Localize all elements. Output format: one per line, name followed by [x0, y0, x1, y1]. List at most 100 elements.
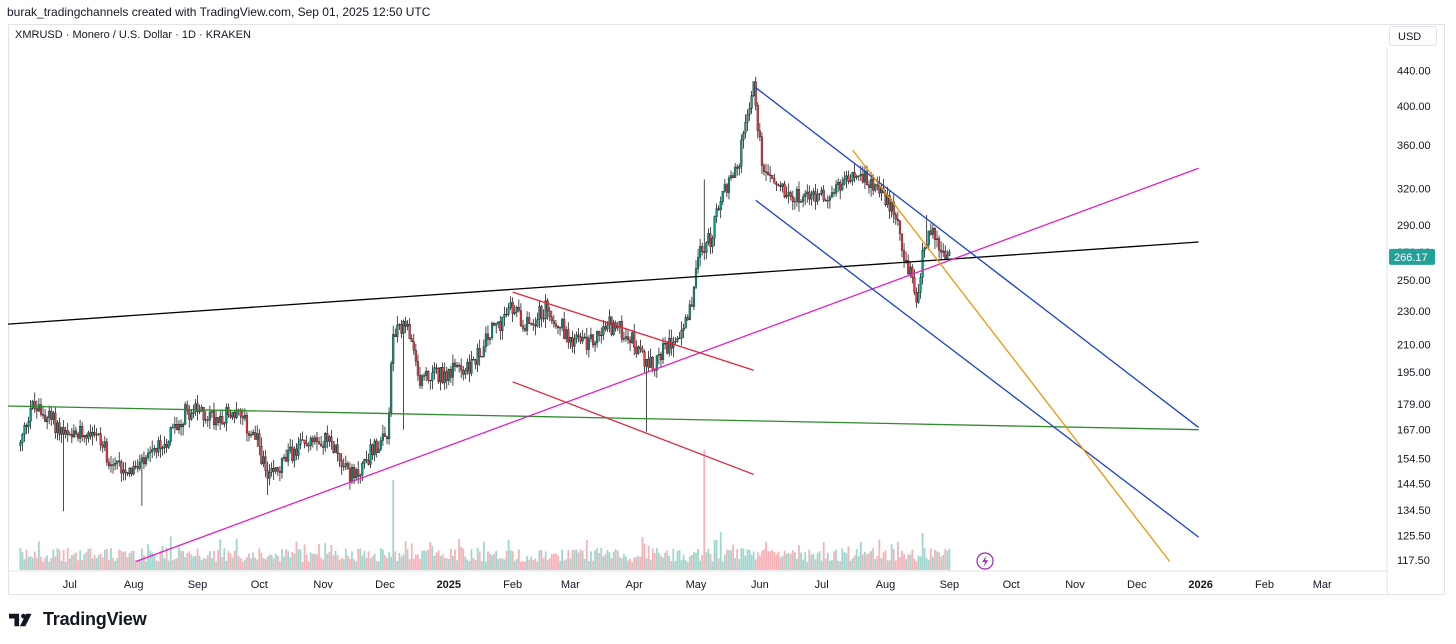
volume-bar: [896, 541, 899, 570]
candle: [771, 174, 774, 180]
candle: [383, 426, 387, 438]
volume-bar: [789, 553, 792, 570]
volume-bar: [612, 551, 615, 570]
volume-bar: [493, 554, 496, 570]
candle: [705, 241, 708, 260]
candle: [225, 403, 228, 432]
candle: [672, 336, 675, 358]
candle: [682, 323, 685, 339]
volume-bar: [87, 549, 90, 570]
volume-bar: [379, 548, 382, 570]
volume-bar: [194, 555, 197, 570]
candle: [285, 449, 288, 463]
volume-bar: [658, 552, 660, 570]
trendline[interactable]: [7, 405, 1199, 431]
candle: [639, 339, 642, 353]
volume-bar: [169, 536, 172, 570]
trendline[interactable]: [135, 167, 1199, 563]
volume-bar: [283, 556, 285, 570]
candle: [544, 294, 547, 328]
candle: [297, 437, 300, 460]
volume-bar: [649, 559, 652, 570]
candle: [252, 429, 255, 436]
volume-bar: [274, 553, 277, 570]
candle: [676, 336, 679, 343]
volume-bar: [859, 541, 862, 570]
candle: [447, 368, 450, 386]
volume-bar: [808, 549, 811, 570]
volume-bar: [373, 553, 376, 570]
volume-bar: [517, 549, 520, 570]
volume-bar: [575, 549, 578, 570]
candle: [315, 432, 319, 451]
volume-bar: [31, 557, 34, 570]
volume-bar: [864, 551, 866, 570]
candle: [585, 327, 588, 355]
volume-bar: [592, 560, 594, 570]
candle: [254, 425, 257, 440]
volume-bar: [103, 549, 106, 570]
volume-bar: [44, 557, 46, 570]
volume-bar: [375, 560, 378, 570]
candle: [309, 435, 312, 451]
volume-bar: [548, 557, 551, 570]
volume-bar: [849, 560, 852, 570]
candle: [50, 406, 53, 426]
lightning-icon[interactable]: [976, 552, 994, 570]
candle: [779, 181, 782, 192]
candle: [894, 211, 897, 225]
volume-bar: [791, 549, 794, 570]
candle: [256, 425, 259, 448]
volume-bar: [105, 548, 108, 570]
candle: [381, 425, 384, 446]
volume-bar: [736, 548, 739, 570]
candle: [466, 358, 469, 375]
candle: [923, 246, 926, 258]
candle: [824, 198, 827, 202]
volume-bar: [217, 549, 220, 570]
trendline[interactable]: [512, 381, 754, 476]
volume-bar: [876, 556, 879, 570]
candle: [93, 424, 96, 438]
volume-bar: [114, 560, 117, 570]
trendline[interactable]: [755, 199, 1200, 538]
candle: [79, 419, 82, 444]
currency-selector[interactable]: USD: [1389, 26, 1437, 46]
candle: [756, 102, 759, 139]
price-tick-label: 144.50: [1397, 478, 1431, 490]
trendline[interactable]: [7, 241, 1199, 325]
candle: [793, 197, 796, 210]
volume-bar: [155, 560, 158, 570]
volume-bar: [552, 553, 555, 570]
candle: [721, 191, 724, 206]
trendline[interactable]: [512, 291, 754, 371]
candle: [62, 420, 65, 512]
candle: [565, 326, 568, 343]
trendline[interactable]: [852, 149, 1171, 563]
candle: [97, 433, 100, 436]
tradingview-logo[interactable]: TradingView: [9, 609, 147, 630]
candle: [132, 460, 135, 476]
candle: [159, 434, 162, 458]
candle: [902, 243, 906, 268]
candle: [783, 180, 786, 199]
candle: [898, 220, 901, 241]
volume-bar: [83, 554, 86, 570]
volume-bar: [627, 560, 629, 570]
volume-bar: [33, 551, 36, 570]
price-tick-label: 195.00: [1397, 367, 1431, 379]
volume-bar: [674, 561, 677, 570]
volume-bar: [948, 548, 951, 570]
volume-bar: [29, 556, 32, 570]
volume-bar: [97, 555, 100, 570]
candle: [171, 423, 174, 429]
volume-bar: [929, 548, 932, 570]
candle: [940, 241, 943, 260]
trendline[interactable]: [755, 87, 1200, 428]
volume-bar: [421, 551, 423, 570]
candle: [334, 444, 337, 453]
candle: [643, 349, 646, 374]
candle: [754, 76, 757, 111]
volume-bar: [936, 551, 938, 570]
